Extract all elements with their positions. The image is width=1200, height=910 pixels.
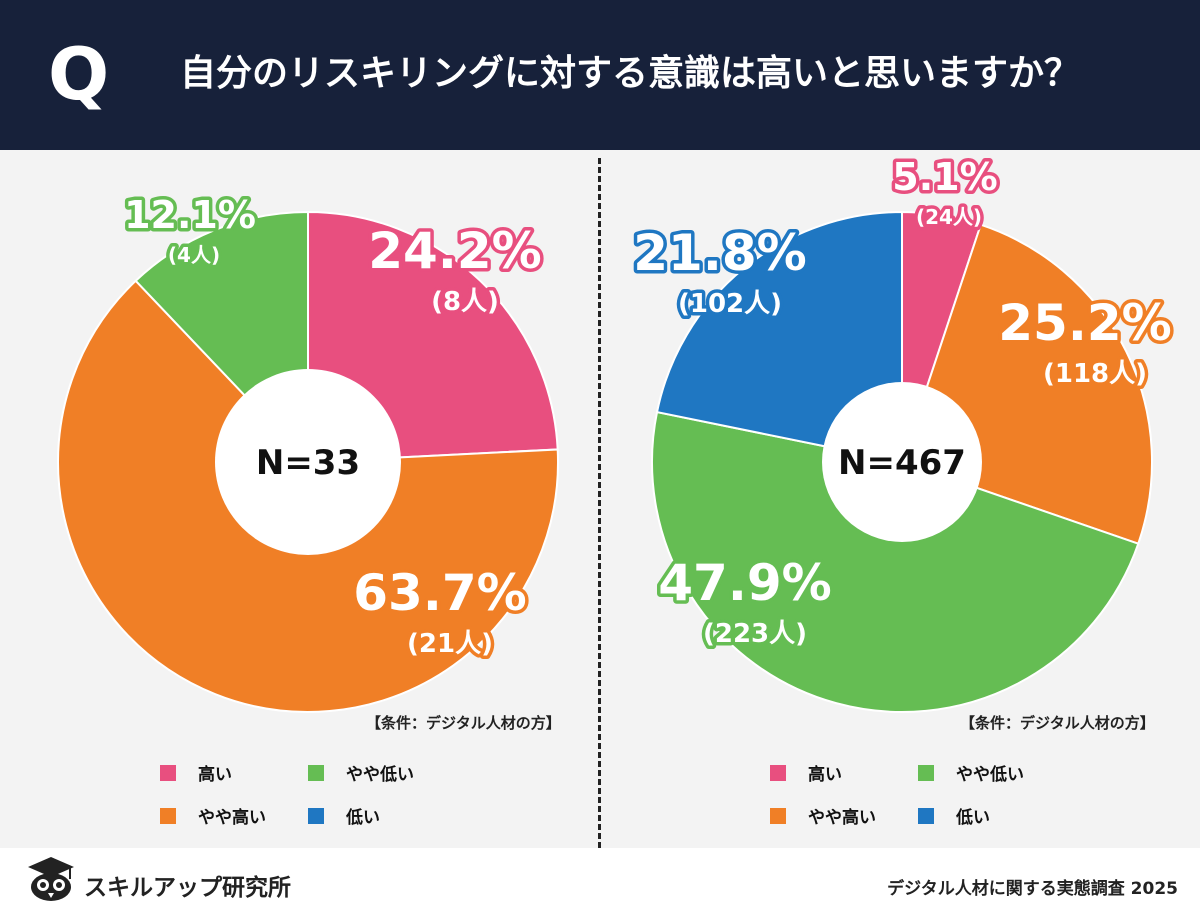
left-count-label-somewhat-high: (21人) (407, 629, 493, 659)
left-legend-somewhat-low: やや低い (308, 760, 414, 785)
legend-swatch-low (308, 807, 324, 824)
right-value-label-high: 5.1% (892, 155, 997, 199)
left-value-label-somewhat-high: 63.7% (353, 564, 526, 622)
left-value-label-high: 24.2% (368, 222, 541, 280)
legend-swatch-high (770, 764, 786, 781)
legend-label-high: 高い (198, 765, 232, 785)
legend-label-low: 低い (956, 808, 990, 828)
left-center-label: N=33 (256, 443, 360, 483)
legend-label-somewhat-low: やや低い (346, 765, 414, 785)
legend-swatch-somewhat-high (160, 807, 176, 824)
right-slice-low (655, 210, 903, 464)
right-center-label: N=467 (838, 443, 966, 483)
left-condition: 【条件：デジタル人材の方】 (366, 714, 561, 732)
right-count-label-high: (24人) (916, 205, 982, 229)
right-count-label-somewhat-high: (118人) (1043, 359, 1147, 389)
left-legend-high: 高い (160, 760, 232, 785)
owl-logo-icon (28, 857, 74, 901)
legend-label-somewhat-high: やや高い (808, 808, 876, 828)
right-slice-somewhat-low (650, 410, 1140, 714)
right-legend-low: 低い (918, 803, 990, 828)
legend-swatch-somewhat-low (308, 764, 324, 781)
footer-bar (0, 848, 1200, 910)
legend-label-high: 高い (808, 765, 842, 785)
right-value-label-low: 21.8% (633, 224, 806, 282)
right-count-label-low: (102人) (678, 289, 782, 319)
left-legend-low: 低い (308, 803, 380, 828)
legend-label-somewhat-low: やや低い (956, 765, 1024, 785)
legend-swatch-low (918, 807, 934, 824)
left-count-label-somewhat-low: (4人) (168, 243, 220, 267)
legend-swatch-somewhat-low (918, 764, 934, 781)
left-legend-somewhat-high: やや高い (160, 803, 266, 828)
q-mark: Q (48, 32, 110, 116)
source-label: デジタル人材に関する実態調査 2025 (887, 879, 1178, 899)
right-legend-somewhat-high: やや高い (770, 803, 876, 828)
question-title: 自分のリスキリングに対する意識は高いと思いますか？ (180, 53, 1081, 94)
right-legend-high: 高い (770, 760, 842, 785)
legend-label-low: 低い (346, 808, 380, 828)
right-legend-somewhat-low: やや低い (918, 760, 1024, 785)
left-count-label-high: (8人) (431, 287, 499, 317)
left-value-label-somewhat-low: 12.1% (124, 193, 256, 237)
right-value-label-somewhat-low: 47.9% (658, 554, 831, 612)
right-condition: 【条件：デジタル人材の方】 (960, 714, 1155, 732)
legend-swatch-somewhat-high (770, 807, 786, 824)
header-bar: Q 自分のリスキリングに対する意識は高いと思いますか？ (0, 0, 1200, 150)
legend-label-somewhat-high: やや高い (198, 808, 266, 828)
logo-text: スキルアップ研究所 (84, 875, 291, 901)
right-value-label-somewhat-high: 25.2% (998, 294, 1171, 352)
legend-swatch-high (160, 764, 176, 781)
left-donut-hole (215, 369, 401, 555)
right-count-label-somewhat-low: (223人) (703, 619, 807, 649)
chart-divider (598, 158, 601, 848)
right-donut-hole (822, 382, 982, 542)
